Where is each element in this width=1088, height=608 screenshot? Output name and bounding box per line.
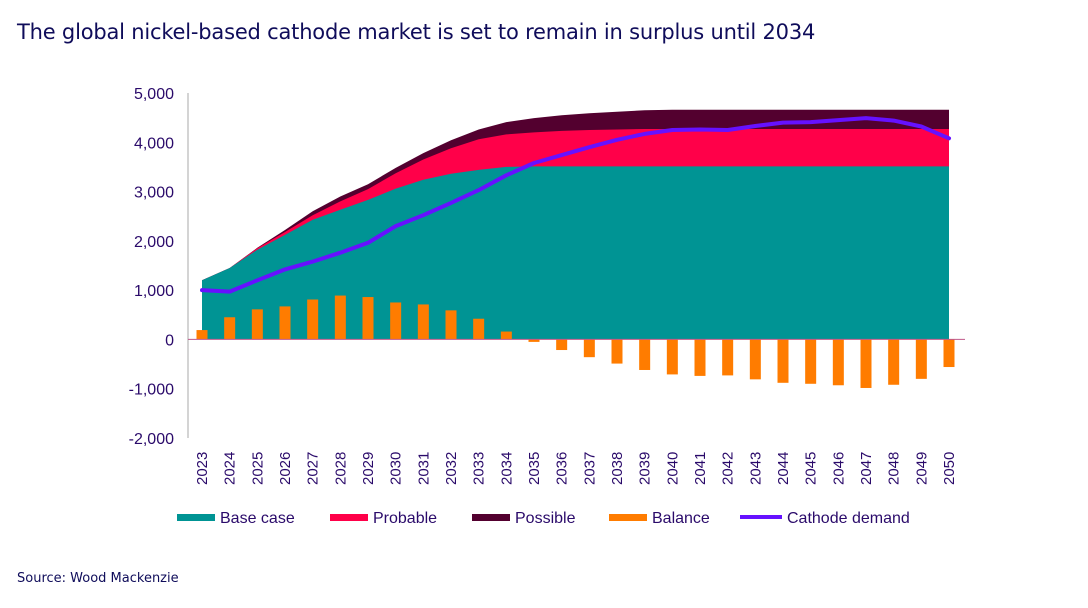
x-tick-label: 2034 xyxy=(498,452,515,485)
x-tick-label: 2048 xyxy=(886,452,903,485)
legend-label: Probable xyxy=(373,510,437,527)
x-tick-label: 2033 xyxy=(471,452,488,485)
bar-balance-2047 xyxy=(860,339,872,388)
x-tick-label: 2040 xyxy=(664,452,681,485)
bar-balance-2027 xyxy=(307,299,319,340)
legend-swatch xyxy=(177,514,215,521)
bar-balance-2029 xyxy=(362,297,374,340)
bar-balance-2032 xyxy=(445,310,457,340)
x-tick-label: 2036 xyxy=(554,452,571,485)
bar-balance-2030 xyxy=(390,302,402,340)
bar-balance-2043 xyxy=(749,339,761,380)
x-tick-label: 2037 xyxy=(581,452,598,485)
x-tick-label: 2026 xyxy=(277,452,294,485)
x-tick-label: 2039 xyxy=(637,452,654,485)
bar-balance-2025 xyxy=(251,309,263,340)
x-tick-label: 2030 xyxy=(388,452,405,485)
x-tick-label: 2042 xyxy=(720,452,737,485)
y-tick-label: 5,000 xyxy=(134,86,174,103)
legend-label: Base case xyxy=(220,510,295,527)
bar-balance-2026 xyxy=(279,306,291,340)
bar-balance-2041 xyxy=(694,339,706,376)
x-tick-label: 2027 xyxy=(305,452,322,485)
bar-balance-2034 xyxy=(500,331,512,340)
y-tick-label: 2,000 xyxy=(134,234,174,251)
bar-balance-2042 xyxy=(722,339,734,376)
x-tick-label: 2041 xyxy=(692,452,709,485)
x-tick-label: 2038 xyxy=(609,452,626,485)
x-tick-label: 2024 xyxy=(222,452,239,485)
x-tick-label: 2047 xyxy=(858,452,875,485)
x-tick-label: 2031 xyxy=(415,452,432,485)
bar-balance-2036 xyxy=(556,339,568,351)
bar-balance-2038 xyxy=(611,339,623,364)
bar-balance-2046 xyxy=(832,339,844,386)
bar-balance-2040 xyxy=(666,339,678,375)
bar-balance-2039 xyxy=(639,339,651,370)
bar-balance-2050 xyxy=(943,339,955,368)
line-cathode-demand xyxy=(200,116,951,294)
bar-balance-2023 xyxy=(196,330,208,340)
y-tick-label: -1,000 xyxy=(129,382,174,399)
source-note: Source: Wood Mackenzie xyxy=(17,571,179,586)
legend-swatch xyxy=(609,514,647,521)
bar-balance-2049 xyxy=(915,339,927,379)
x-tick-label: 2050 xyxy=(941,452,958,485)
legend-label: Cathode demand xyxy=(787,510,910,527)
x-tick-label: 2023 xyxy=(194,452,211,485)
chart-title: The global nickel-based cathode market i… xyxy=(17,20,816,44)
y-tick-label: 4,000 xyxy=(134,135,174,152)
y-tick-label: 3,000 xyxy=(134,185,174,202)
x-tick-label: 2044 xyxy=(775,452,792,485)
y-tick-label: -2,000 xyxy=(129,431,174,448)
bar-balance-2028 xyxy=(334,295,346,340)
x-tick-label: 2046 xyxy=(830,452,847,485)
bar-balance-2024 xyxy=(224,317,236,340)
x-tick-label: 2049 xyxy=(913,452,930,485)
x-tick-label: 2032 xyxy=(443,452,460,485)
bar-balance-2037 xyxy=(583,339,595,358)
bar-balance-2035 xyxy=(528,339,540,342)
bar-balance-2048 xyxy=(888,339,900,385)
x-tick-label: 2029 xyxy=(360,452,377,485)
x-tick-label: 2025 xyxy=(249,452,266,485)
x-tick-label: 2043 xyxy=(747,452,764,485)
legend-label: Balance xyxy=(652,510,710,527)
x-tick-label: 2035 xyxy=(526,452,543,485)
bar-balance-2031 xyxy=(417,304,429,340)
x-tick-label: 2045 xyxy=(803,452,820,485)
legend-swatch xyxy=(330,514,368,521)
y-tick-label: 0 xyxy=(165,332,174,349)
bar-balance-2044 xyxy=(777,339,789,383)
x-tick-label: 2028 xyxy=(332,452,349,485)
legend-swatch xyxy=(472,514,510,521)
legend-label: Possible xyxy=(515,510,576,527)
y-tick-label: 1,000 xyxy=(134,283,174,300)
bar-balance-2033 xyxy=(473,318,485,340)
bar-balance-2045 xyxy=(805,339,817,384)
area-base-case xyxy=(202,166,949,340)
